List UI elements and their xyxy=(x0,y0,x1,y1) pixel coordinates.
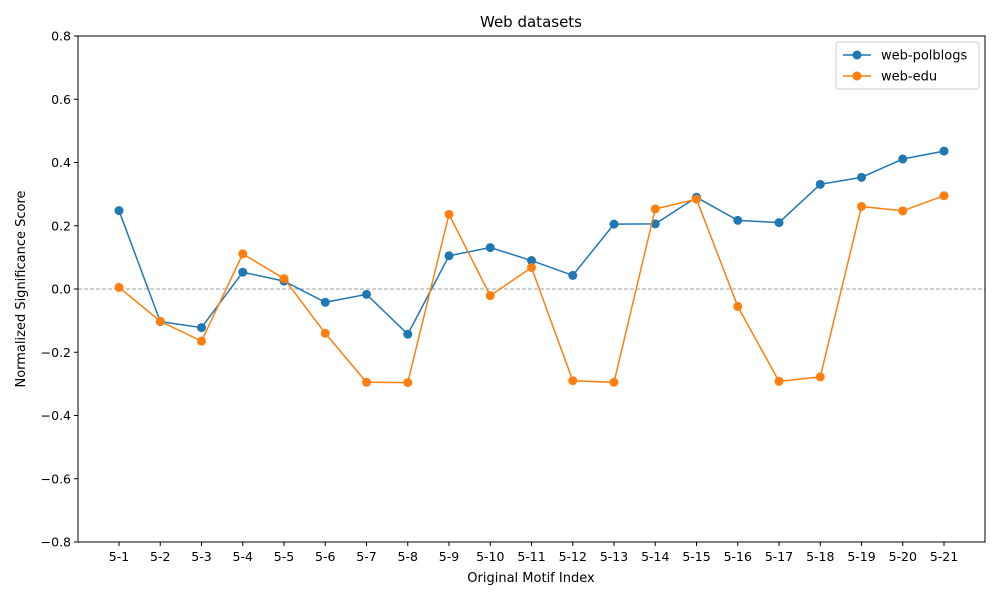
data-point xyxy=(898,206,908,216)
data-point xyxy=(444,251,454,261)
series-line xyxy=(118,150,945,336)
data-point xyxy=(197,323,206,333)
y-axis: −0.8 −0.6 −0.4 −0.2 0.0 0.2 0.4 0.6 0.8 xyxy=(41,29,78,550)
data-point xyxy=(444,209,454,219)
data-point xyxy=(568,376,578,386)
x-tick-label: 5-14 xyxy=(641,549,669,564)
x-axis-label: Original Motif Index xyxy=(467,571,595,586)
data-point xyxy=(403,378,413,388)
data-point xyxy=(114,282,124,292)
x-tick-label: 5-17 xyxy=(765,549,793,564)
y-tick-label: −0.8 xyxy=(41,535,71,550)
data-point xyxy=(238,249,248,259)
x-tick-label: 5-1 xyxy=(109,549,129,564)
x-tick-label: 5-5 xyxy=(274,549,294,564)
legend-marker xyxy=(852,50,862,60)
data-point xyxy=(527,256,536,266)
data-point xyxy=(485,243,495,253)
x-tick-label: 5-13 xyxy=(600,549,628,564)
data-point xyxy=(320,328,330,338)
data-point xyxy=(857,201,866,211)
x-tick-label: 5-9 xyxy=(439,549,459,564)
x-tick-label: 5-20 xyxy=(889,549,917,564)
data-point xyxy=(362,377,371,387)
y-tick-label: 0.4 xyxy=(51,155,71,170)
data-point xyxy=(155,316,165,326)
x-tick-label: 5-6 xyxy=(315,549,335,564)
data-point xyxy=(733,301,743,311)
x-tick-label: 5-3 xyxy=(191,549,211,564)
x-tick-label: 5-7 xyxy=(356,549,376,564)
x-tick-label: 5-16 xyxy=(724,549,752,564)
data-point xyxy=(733,215,743,225)
y-axis-label: Normalized Significance Score xyxy=(14,190,29,387)
data-point xyxy=(362,289,371,299)
y-tick-label: 0.0 xyxy=(51,282,71,297)
data-point xyxy=(568,270,578,280)
y-tick-label: −0.2 xyxy=(41,345,71,360)
data-point xyxy=(320,297,330,307)
y-tick-label: 0.6 xyxy=(51,92,71,107)
data-point xyxy=(692,194,701,204)
data-point xyxy=(815,372,825,382)
legend: web-polblogs web-edu xyxy=(835,41,980,90)
y-tick-label: 0.8 xyxy=(51,29,71,44)
data-point xyxy=(857,172,866,182)
series-web-edu xyxy=(114,191,949,388)
x-axis: 5-1 5-2 5-3 5-4 5-5 5-6 5-7 5-8 5-9 5-10 5-11 5-12 5… xyxy=(109,542,958,564)
data-point xyxy=(609,377,619,387)
x-tick-label: 5-21 xyxy=(930,549,958,564)
legend-box xyxy=(835,41,980,90)
data-point xyxy=(774,376,784,386)
data-point xyxy=(939,191,949,201)
data-point xyxy=(527,262,536,272)
legend-item: web-polblogs xyxy=(843,49,967,64)
x-tick-label: 5-12 xyxy=(559,549,587,564)
data-point xyxy=(197,336,206,346)
x-tick-label: 5-19 xyxy=(847,549,875,564)
data-point xyxy=(939,146,949,156)
x-tick-label: 5-4 xyxy=(233,549,253,564)
data-point xyxy=(774,218,784,228)
series-layer xyxy=(114,146,949,388)
x-tick-label: 5-15 xyxy=(682,549,710,564)
x-tick-label: 5-11 xyxy=(517,549,545,564)
data-point xyxy=(485,291,495,301)
legend-label: web-edu xyxy=(881,70,937,85)
data-point xyxy=(238,267,248,277)
data-point xyxy=(114,206,124,216)
data-point xyxy=(650,204,660,214)
data-point xyxy=(403,329,413,339)
y-tick-label: 0.2 xyxy=(51,218,71,233)
y-tick-label: −0.4 xyxy=(41,408,71,423)
legend-label: web-polblogs xyxy=(881,49,967,64)
x-tick-label: 5-2 xyxy=(150,549,170,564)
x-tick-label: 5-8 xyxy=(398,549,418,564)
data-point xyxy=(279,274,289,284)
data-point xyxy=(609,219,619,229)
x-tick-label: 5-18 xyxy=(806,549,834,564)
series-web-polblogs xyxy=(114,146,949,339)
legend-marker xyxy=(852,71,862,81)
chart-title: Web datasets xyxy=(480,13,582,31)
data-point xyxy=(898,154,908,164)
y-tick-label: −0.6 xyxy=(41,471,71,486)
data-point xyxy=(815,179,825,189)
plot-area xyxy=(77,35,986,543)
legend-item: web-edu xyxy=(843,70,937,85)
x-tick-label: 5-10 xyxy=(476,549,504,564)
